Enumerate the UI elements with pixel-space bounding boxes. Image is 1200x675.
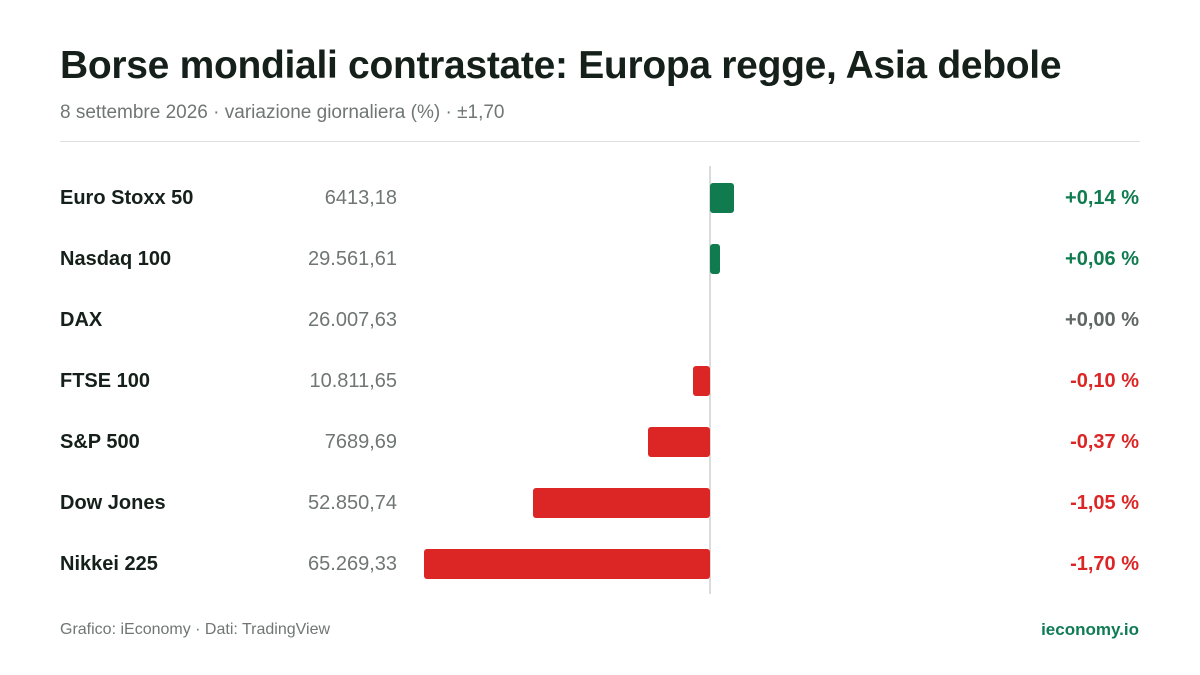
value-label: +0,14 % — [1065, 187, 1139, 209]
row-label: Dow Jones — [60, 492, 166, 514]
row-label: S&P 500 — [60, 431, 140, 453]
value-label: -1,05 % — [1070, 492, 1139, 514]
value-label: -0,10 % — [1070, 370, 1139, 392]
value-label: -0,37 % — [1070, 431, 1139, 453]
bar — [693, 366, 710, 396]
index-level: 10.811,65 — [309, 370, 398, 392]
row-label: Nasdaq 100 — [60, 248, 172, 270]
value-label: +0,00 % — [1065, 309, 1139, 331]
footer-credit: Grafico: iEconomy · Dati: TradingView — [60, 621, 331, 638]
zero-axis-line — [709, 166, 711, 594]
bar — [710, 183, 734, 213]
page-title: Borse mondiali contrastate: Europa regge… — [60, 44, 1062, 87]
row-label: Nikkei 225 — [60, 553, 158, 575]
page-subtitle: 8 settembre 2026 · variazione giornalier… — [60, 102, 505, 123]
index-level: 7689,69 — [324, 431, 397, 453]
index-level: 29.561,61 — [308, 248, 397, 270]
header-divider — [60, 141, 1140, 142]
index-level: 6413,18 — [324, 187, 397, 209]
row-label: FTSE 100 — [60, 370, 151, 392]
bar — [710, 244, 721, 274]
value-label: +0,06 % — [1065, 248, 1139, 270]
value-label: -1,70 % — [1070, 553, 1139, 575]
bar — [533, 488, 710, 518]
bar — [424, 549, 710, 579]
row-label: Euro Stoxx 50 — [60, 187, 194, 209]
row-label: DAX — [60, 309, 103, 331]
bar — [647, 427, 710, 457]
index-level: 65.269,33 — [308, 553, 397, 575]
footer-site-link[interactable]: ieconomy.io — [1041, 620, 1139, 639]
index-level: 52.850,74 — [308, 492, 397, 514]
index-level: 26.007,63 — [308, 309, 397, 331]
